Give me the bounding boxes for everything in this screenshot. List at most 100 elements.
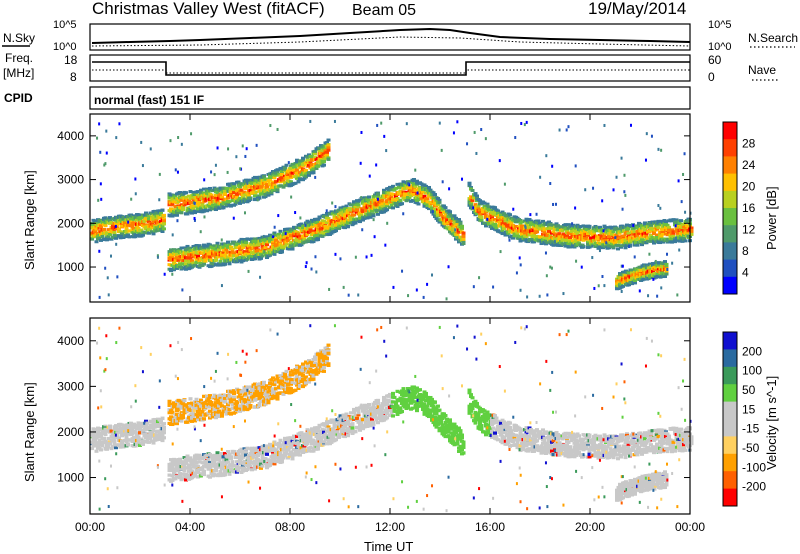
power-cell: [93, 229, 97, 233]
power-cell: [328, 287, 331, 291]
power-cell: [106, 228, 111, 232]
power-cell: [263, 181, 268, 185]
power-cell: [275, 168, 280, 172]
power-cell: [308, 160, 313, 164]
power-cell: [642, 277, 646, 281]
power-cell: [663, 274, 667, 278]
power-cell: [657, 263, 661, 267]
power-cell: [176, 253, 181, 257]
power-cell: [193, 263, 197, 267]
power-cell: [206, 249, 211, 253]
power-cell: [265, 238, 269, 242]
power-cell: [305, 232, 310, 236]
power-cell: [505, 230, 509, 234]
power-cell: [568, 235, 572, 239]
power-cell: [582, 243, 585, 247]
power-cell: [232, 254, 236, 258]
power-cell: [628, 236, 632, 240]
power-cell: [181, 205, 185, 209]
power-cell: [425, 200, 430, 204]
power-cell: [322, 219, 326, 223]
power-cell: [659, 234, 664, 238]
power-cell: [313, 156, 317, 160]
power-cell: [286, 175, 290, 179]
power-cell: [177, 136, 180, 140]
power-cell: [664, 272, 669, 276]
power-cell: [151, 232, 156, 236]
power-cell: [275, 170, 280, 174]
power-cell: [385, 204, 389, 208]
power-cell: [563, 241, 568, 245]
power-cell: [678, 248, 681, 252]
power-cell: [627, 277, 631, 281]
power-cell: [649, 223, 653, 227]
power-cell: [610, 232, 614, 236]
power-cell: [484, 214, 488, 218]
power-cell: [352, 200, 356, 204]
power-cell: [655, 224, 659, 228]
power-cell: [421, 190, 425, 194]
power-cell: [259, 250, 263, 254]
power-cell: [221, 245, 226, 249]
nave-trace: [92, 69, 690, 74]
power-cell: [108, 219, 112, 223]
power-cell: [283, 244, 287, 248]
power-cell: [109, 237, 114, 241]
power-cell: [294, 211, 297, 215]
power-cell: [301, 158, 305, 162]
power-cell: [565, 228, 569, 232]
power-cell: [551, 230, 556, 234]
power-cell: [191, 206, 196, 210]
power-cell: [601, 199, 604, 203]
power-cell: [184, 259, 188, 263]
power-cell: [493, 210, 497, 214]
power-cell: [673, 239, 677, 243]
power-cell: [242, 256, 247, 260]
power-cell: [100, 235, 105, 239]
noise-right-label: N.Search: [748, 31, 798, 45]
power-cell: [571, 222, 574, 226]
power-cell: [326, 144, 331, 148]
power-cell: [461, 234, 466, 238]
power-cell: [667, 225, 671, 229]
power-cell: [224, 198, 229, 202]
power-cell: [259, 256, 263, 260]
power-cell: [554, 222, 559, 226]
power-cell: [118, 122, 121, 126]
power-cell: [179, 198, 184, 202]
power-cell: [290, 246, 295, 250]
power-cell: [616, 243, 620, 247]
power-cell: [433, 201, 437, 205]
power-cell: [581, 238, 586, 242]
power-cell: [105, 231, 109, 235]
power-cell: [224, 248, 229, 252]
power-cell: [202, 246, 206, 250]
power-cell: [482, 201, 487, 205]
power-cell: [247, 193, 251, 197]
power-cell: [575, 259, 578, 263]
power-cell: [480, 128, 483, 132]
nave-tick-bottom: 0: [708, 70, 715, 84]
power-cell: [197, 200, 202, 204]
power-cell: [574, 206, 577, 210]
power-cell: [535, 237, 539, 241]
power-cell: [179, 203, 184, 207]
power-cell: [384, 243, 387, 247]
power-cell: [287, 247, 292, 251]
power-cell: [317, 216, 322, 220]
power-cell: [311, 240, 316, 244]
power-cell: [311, 171, 316, 175]
power-cell: [197, 194, 202, 198]
power-cell: [358, 218, 362, 222]
power-cell: [326, 217, 331, 221]
power-cell: [259, 252, 263, 256]
power-cell: [202, 262, 206, 266]
power-cell: [344, 204, 349, 208]
power-cell: [104, 266, 107, 270]
power-cell: [620, 289, 623, 293]
power-cell: [314, 255, 317, 259]
power-cell: [287, 161, 290, 165]
power-cell: [601, 240, 605, 244]
power-cell: [360, 196, 363, 200]
